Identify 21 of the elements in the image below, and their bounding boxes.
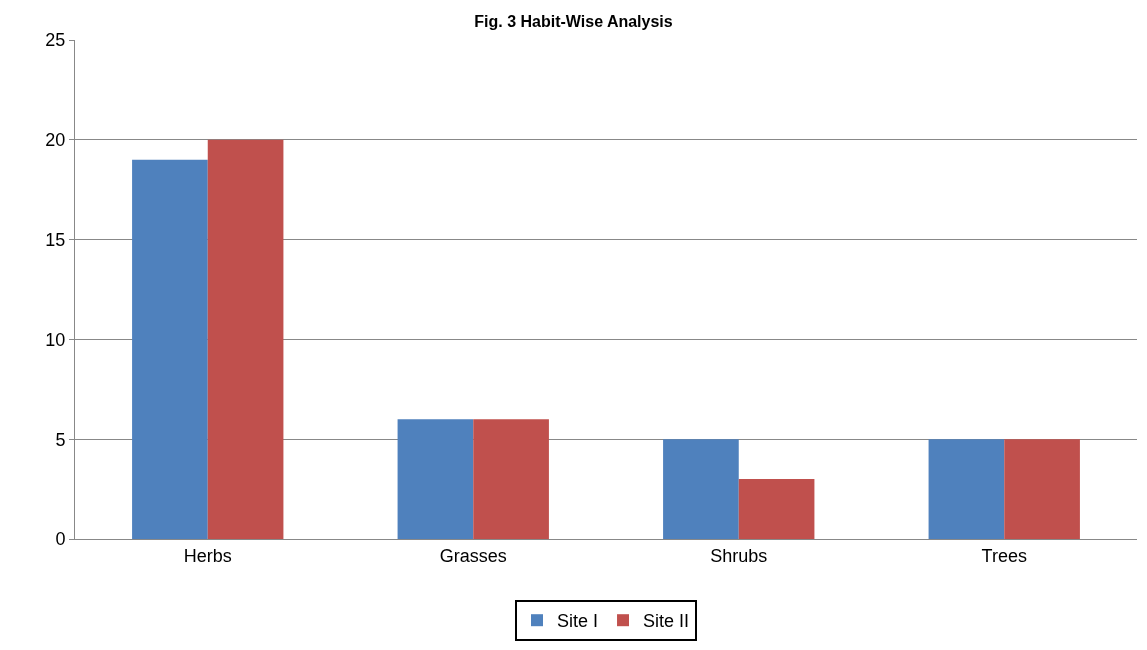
legend-label: Site I: [557, 611, 599, 632]
y-tick-label: 10: [45, 329, 66, 350]
legend-label: Site II: [643, 611, 690, 632]
bar: [663, 439, 739, 539]
bar: [928, 439, 1005, 539]
y-tick-label: 20: [45, 130, 66, 151]
bar: [473, 419, 549, 539]
chart-title: Fig. 3 Habit-Wise Analysis: [474, 13, 673, 31]
bar: [132, 159, 208, 539]
y-tick-label: 0: [55, 529, 66, 550]
y-tick-label: 5: [55, 429, 66, 450]
bar: [207, 139, 284, 539]
y-tick-label: 25: [45, 30, 66, 51]
bar: [397, 419, 474, 539]
y-tick-label: 15: [45, 229, 66, 250]
bar: [1004, 439, 1080, 539]
x-tick-label: Trees: [981, 545, 1027, 566]
x-tick-label: Shrubs: [710, 545, 768, 566]
x-tick-label: Grasses: [439, 545, 507, 566]
bar: [738, 479, 815, 539]
x-tick-label: Herbs: [183, 545, 232, 566]
